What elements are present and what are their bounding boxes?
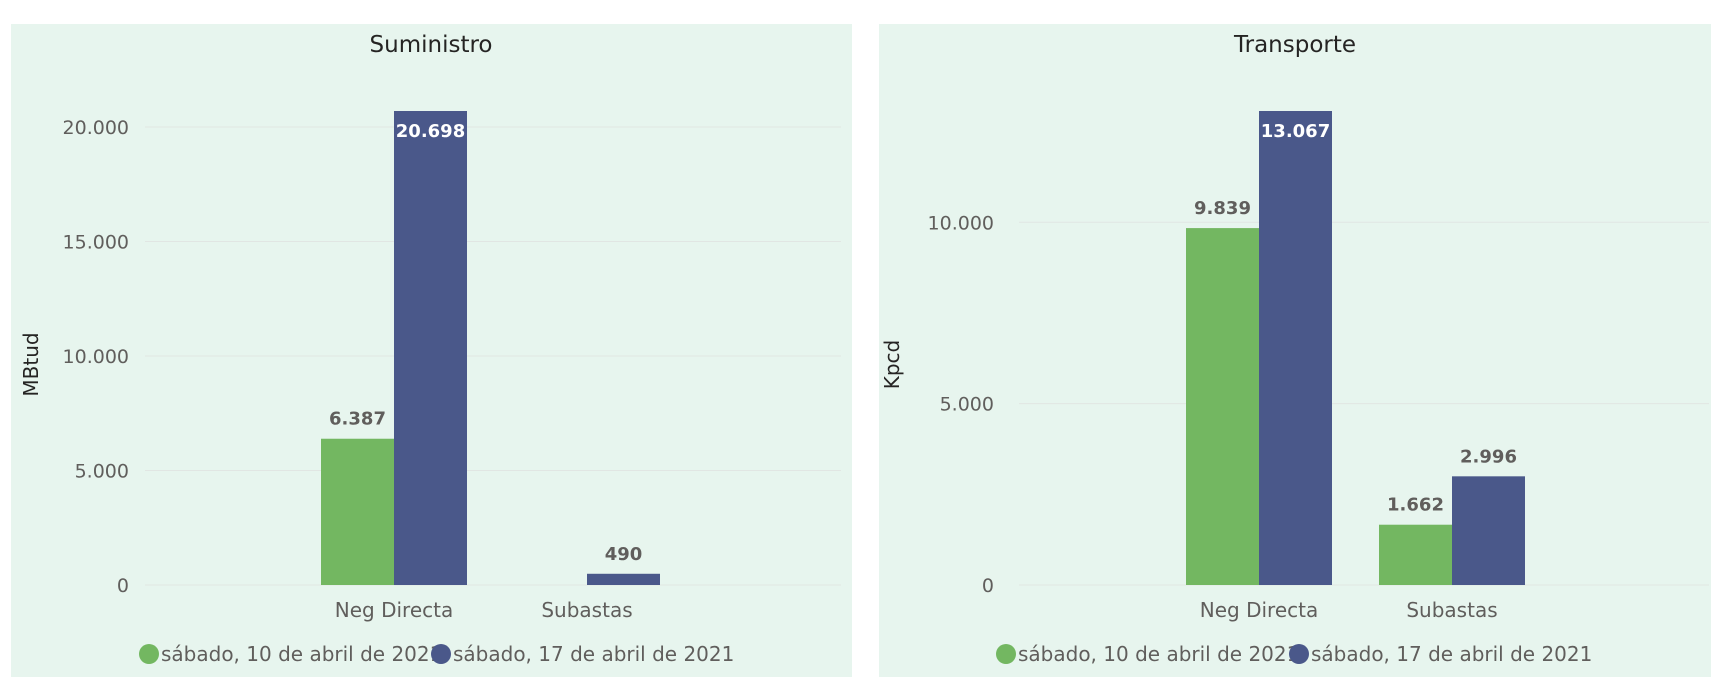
transporte-y-tick-label: 0 xyxy=(982,575,994,597)
transporte-bar[interactable] xyxy=(1186,228,1259,585)
legend-label[interactable]: sábado, 17 de abril de 2021 xyxy=(1311,642,1592,666)
suministro-data-label: 6.387 xyxy=(329,409,386,430)
suministro-chart-panel: Suministro MBtud 0 5.000 10.000 15.000 20.000 6… xyxy=(11,24,852,677)
legend-marker[interactable] xyxy=(1289,644,1309,664)
transporte-category-label: Subastas xyxy=(1406,598,1497,622)
suministro-chart: Suministro MBtud 0 5.000 10.000 15.000 20.000 6… xyxy=(19,32,841,666)
transporte-data-label: 2.996 xyxy=(1460,446,1517,467)
suministro-category-label: Subastas xyxy=(541,598,632,622)
legend-label[interactable]: sábado, 10 de abril de 2021 xyxy=(161,642,442,666)
transporte-bar[interactable] xyxy=(1379,524,1452,585)
transporte-bar[interactable] xyxy=(1259,111,1332,585)
transporte-y-tick-label: 10.000 xyxy=(928,212,994,234)
transporte-data-label: 1.662 xyxy=(1387,495,1444,516)
suministro-data-label: 490 xyxy=(605,544,643,565)
suministro-chart-title: Suministro xyxy=(370,32,493,58)
transporte-category-label: Neg Directa xyxy=(1200,598,1318,622)
transporte-chart-title: Transporte xyxy=(1233,32,1356,58)
suministro-bar[interactable] xyxy=(394,111,467,585)
suministro-y-tick-label: 15.000 xyxy=(63,231,129,253)
legend-label[interactable]: sábado, 17 de abril de 2021 xyxy=(453,642,734,666)
suministro-y-tick-label: 10.000 xyxy=(63,346,129,368)
legend-marker[interactable] xyxy=(139,644,159,664)
legend-marker[interactable] xyxy=(431,644,451,664)
suministro-y-axis-label: MBtud xyxy=(19,332,43,396)
legend-marker[interactable] xyxy=(996,644,1016,664)
transporte-data-label: 9.839 xyxy=(1194,198,1251,219)
transporte-chart-panel: Transporte Kpcd 0 5.000 10.000 9.839 13.067 Neg… xyxy=(879,24,1711,677)
suministro-bar[interactable] xyxy=(321,438,394,585)
suministro-data-label: 20.698 xyxy=(396,121,465,142)
legend-label[interactable]: sábado, 10 de abril de 2021 xyxy=(1018,642,1299,666)
transporte-y-tick-label: 5.000 xyxy=(940,394,994,416)
transporte-bar[interactable] xyxy=(1452,476,1525,585)
transporte-data-label: 13.067 xyxy=(1261,121,1330,142)
transporte-chart: Transporte Kpcd 0 5.000 10.000 9.839 13.067 Neg… xyxy=(880,32,1709,666)
suministro-y-tick-label: 20.000 xyxy=(63,117,129,139)
transporte-y-axis-label: Kpcd xyxy=(880,340,904,390)
suministro-y-tick-label: 0 xyxy=(117,575,129,597)
suministro-bar[interactable] xyxy=(587,573,660,585)
suministro-category-label: Neg Directa xyxy=(335,598,453,622)
suministro-y-tick-label: 5.000 xyxy=(75,460,129,482)
